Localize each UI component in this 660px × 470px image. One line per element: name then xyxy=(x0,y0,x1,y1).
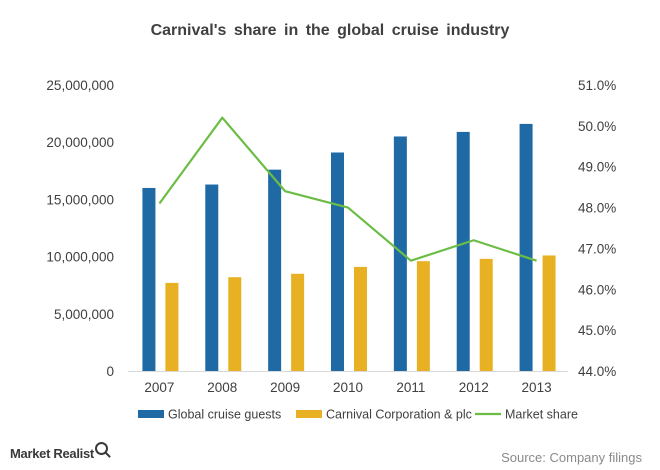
bar-carnival xyxy=(165,282,179,371)
x-axis-tick-label: 2011 xyxy=(396,380,425,395)
legend-swatch xyxy=(296,410,322,418)
right-axis-tick-label: 46.0% xyxy=(578,282,616,297)
bar-global-cruise-guests xyxy=(456,131,470,371)
bar-global-cruise-guests xyxy=(331,152,344,371)
right-axis-tick-label: 50.0% xyxy=(578,119,616,134)
bar-global-cruise-guests xyxy=(393,136,407,371)
x-axis-tick-label: 2013 xyxy=(522,380,552,395)
bar-global-cruise-guests xyxy=(268,169,282,371)
brand-name: Market Realist xyxy=(10,446,94,461)
left-axis-tick-label: 0 xyxy=(106,364,114,379)
bar-carnival xyxy=(542,255,556,371)
x-axis-tick-label: 2008 xyxy=(207,380,237,395)
bar-global-cruise-guests xyxy=(142,187,156,371)
bar-carnival xyxy=(228,277,242,371)
x-axis-tick-label: 2007 xyxy=(144,380,174,395)
bar-carnival xyxy=(291,273,305,371)
right-axis-tick-label: 48.0% xyxy=(578,201,616,216)
bar-carnival xyxy=(416,261,430,371)
x-axis-tick-label: 2010 xyxy=(333,380,363,395)
legend-label: Global cruise guests xyxy=(168,408,281,422)
bar-carnival xyxy=(479,258,493,371)
brand-logo: Market Realist xyxy=(10,442,108,461)
right-axis-tick-label: 47.0% xyxy=(578,241,616,256)
x-axis-tick-label: 2012 xyxy=(459,380,489,395)
left-axis-tick-label: 15,000,000 xyxy=(46,192,114,207)
right-axis-tick-label: 44.0% xyxy=(578,364,616,379)
bar-global-cruise-guests xyxy=(205,184,219,371)
bar-global-cruise-guests xyxy=(519,123,533,372)
bar-carnival xyxy=(354,266,367,371)
legend-label: Market share xyxy=(505,408,578,422)
source-note: Source: Company filings xyxy=(501,450,642,465)
market-share-line xyxy=(158,116,537,262)
legend-swatch xyxy=(138,410,164,418)
right-axis-tick-label: 49.0% xyxy=(578,160,616,175)
left-axis-tick-label: 10,000,000 xyxy=(46,250,114,265)
left-axis-tick-label: 20,000,000 xyxy=(46,135,114,150)
right-axis-tick-label: 51.0% xyxy=(578,78,616,93)
chart-title: Carnival's share in the global cruise in… xyxy=(150,22,510,39)
left-axis-tick-label: 25,000,000 xyxy=(46,78,114,93)
magnifier-icon xyxy=(94,442,108,455)
legend-label: Carnival Corporation & plc xyxy=(326,408,472,422)
x-axis-tick-label: 2009 xyxy=(270,380,300,395)
right-axis-tick-label: 45.0% xyxy=(578,323,616,338)
left-axis-tick-label: 5,000,000 xyxy=(54,307,114,322)
